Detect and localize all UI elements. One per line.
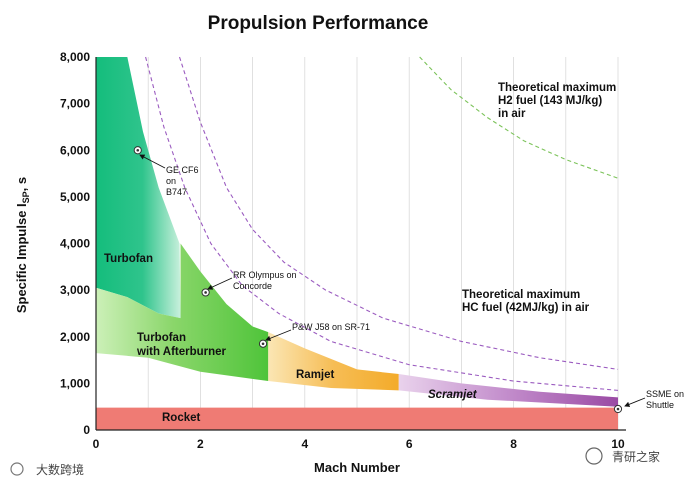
ssme-line1: SSME on [646, 389, 684, 399]
curve-second-theoretical-limit [145, 56, 619, 391]
y-tick-labels: 0 1,000 2,000 3,000 4,000 5,000 6,000 7,000 8,00… [60, 50, 90, 437]
performance-regions [96, 57, 618, 430]
y-tick-label: 8,000 [60, 50, 90, 64]
y-tick-label: 6,000 [60, 143, 90, 157]
y-tick-label: 1,000 [60, 376, 90, 390]
x-tick-label: 8 [510, 437, 517, 451]
axes [95, 57, 626, 431]
arrow-pw-j58 [265, 329, 292, 341]
curve-theoretical-maximum-hc-fuel-42mj-kg-in-air [178, 56, 619, 370]
pw-j58-line1: P&W J58 on SR-71 [292, 322, 370, 332]
chart-title: Propulsion Performance [208, 13, 429, 34]
x-tick-label: 2 [197, 437, 204, 451]
watermark-right-text: 青研之家 [612, 449, 660, 464]
y-axis-label-main: Specific Impulse I [14, 203, 29, 313]
arrow-rr-olympus [207, 277, 233, 290]
label-afterburner-line1: Turbofan [137, 332, 186, 344]
y-axis-label: Specific Impulse ISP, s [14, 177, 31, 313]
engine-callouts: GE CF6 on B747 RR Olympus on Concorde P&… [139, 154, 684, 410]
y-tick-label: 2,000 [60, 330, 90, 344]
ssme-line2: Shuttle [646, 400, 674, 410]
region-turbofan [96, 57, 181, 319]
ge-cf6-line1: GE CF6 [166, 165, 199, 175]
x-tick-labels: 0 2 4 6 8 10 [93, 437, 625, 451]
ge-cf6-line3: B747 [166, 187, 187, 197]
h2-annotation-line3: in air [498, 108, 526, 120]
x-tick-label: 6 [406, 437, 413, 451]
region-scramjet [398, 374, 618, 407]
engine-point-core-ge-cf6-on-b747 [136, 148, 140, 152]
label-scramjet: Scramjet [428, 389, 478, 401]
rr-olympus-line1: RR Olympus on [233, 270, 297, 280]
x-tick-label: 0 [93, 437, 100, 451]
theoretical-curves [145, 56, 619, 391]
engine-points [133, 146, 623, 414]
y-tick-label: 3,000 [60, 283, 90, 297]
engine-point-core-p-w-j58-on-sr-71 [261, 342, 265, 346]
engine-point-core-rr-olympus-on-concorde [204, 291, 207, 294]
label-ramjet: Ramjet [296, 369, 335, 381]
x-tick-label: 10 [611, 437, 625, 451]
hc-annotation-line1: Theoretical maximum [462, 289, 580, 301]
y-tick-label: 5,000 [60, 190, 90, 204]
watermark-right: 青研之家 [585, 447, 660, 465]
engine-point-core-ssme-on-shuttle [616, 407, 620, 411]
h2-annotation-line2: H2 fuel (143 MJ/kg) [498, 95, 602, 107]
region-rocket [96, 407, 618, 430]
arrow-ge-cf6 [139, 154, 166, 169]
curve-theoretical-maximum-h2-fuel-143-mj-kg-in-air [419, 56, 619, 179]
rr-olympus-line2: Concorde [233, 281, 272, 291]
region-turbofan-with-afterburner [96, 243, 269, 382]
wechat-icon [585, 447, 603, 465]
hc-annotation-line2: HC fuel (42MJ/kg) in air [462, 302, 590, 314]
y-axis-label-subscript: SP [21, 191, 31, 203]
y-tick-label: 4,000 [60, 237, 90, 251]
region-ramjet [268, 332, 399, 391]
y-tick-label: 7,000 [60, 97, 90, 111]
label-afterburner-line2: with Afterburner [136, 346, 227, 358]
y-axis-label-unit: , s [14, 177, 29, 191]
watermark-left: 大数跨境 [10, 462, 84, 477]
x-tick-label: 4 [301, 437, 308, 451]
x-axis-label: Mach Number [314, 460, 400, 475]
gridlines [147, 57, 619, 430]
h2-annotation-line1: Theoretical maximum [498, 82, 616, 94]
y-tick-label: 0 [83, 423, 90, 437]
ge-cf6-line2: on [166, 176, 176, 186]
arrow-ssme [624, 397, 646, 407]
watermark-left-icon [10, 462, 24, 476]
label-rocket: Rocket [162, 412, 201, 424]
label-turbofan: Turbofan [104, 253, 153, 265]
watermark-left-text: 大数跨境 [36, 462, 84, 477]
